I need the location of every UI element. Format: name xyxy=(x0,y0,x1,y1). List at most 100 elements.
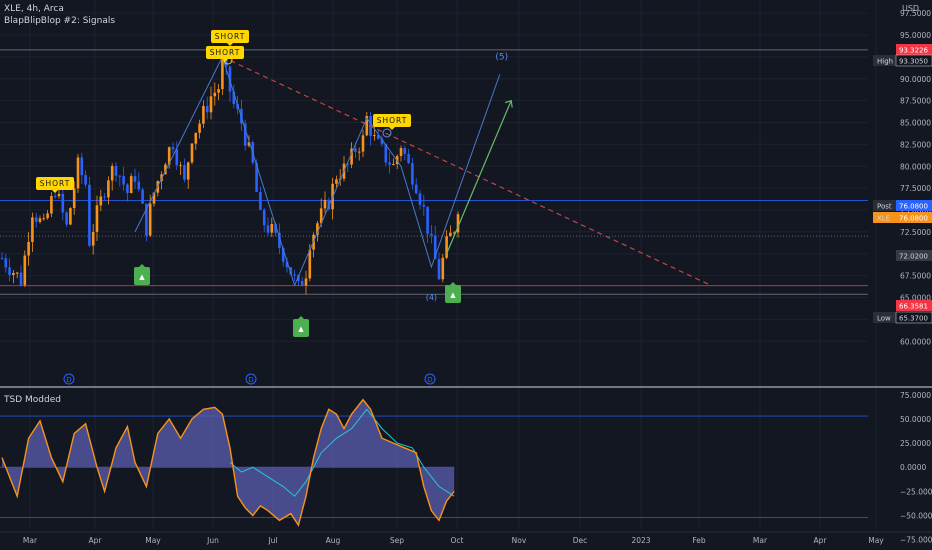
osc-y-tick-label: −50.0000 xyxy=(900,512,932,521)
candle-body xyxy=(209,96,213,113)
wave-label-5: (5) xyxy=(495,52,508,62)
candle-body xyxy=(95,205,99,232)
candle-body xyxy=(445,236,448,258)
candle-body xyxy=(281,248,285,262)
candle-body xyxy=(141,189,144,204)
candle-body xyxy=(224,55,228,67)
y-tick-label: 80.0000 xyxy=(900,162,931,171)
candle-body xyxy=(430,233,433,236)
candle-body xyxy=(422,204,426,207)
candle-body xyxy=(198,123,201,133)
axis-tag-value: 66.3581 xyxy=(899,303,928,311)
candle-body xyxy=(84,175,87,185)
candle-body xyxy=(8,267,11,275)
candle-body xyxy=(38,218,42,222)
candle-body xyxy=(399,148,403,157)
candle-body xyxy=(452,232,456,234)
candle-body xyxy=(278,232,281,249)
short-signal-pointer xyxy=(52,190,58,193)
candle-body xyxy=(0,258,4,260)
candle-body xyxy=(308,249,312,279)
candle-body xyxy=(285,261,289,268)
candle-body xyxy=(137,181,141,190)
x-tick-label: Feb xyxy=(692,536,706,545)
axis-tag-label: Low xyxy=(877,315,891,323)
candle-body xyxy=(433,235,437,259)
osc-y-tick-label: 25.0000 xyxy=(900,439,931,448)
short-signal-badge xyxy=(373,114,411,127)
candle-body xyxy=(183,165,186,180)
candle-body xyxy=(57,193,61,197)
y-tick-label: 87.5000 xyxy=(900,97,931,106)
osc-y-tick-label: 75.0000 xyxy=(900,391,931,400)
candles xyxy=(0,46,460,295)
short-signal-pointer xyxy=(389,127,395,130)
candle-body xyxy=(293,274,296,276)
candle-body xyxy=(186,162,190,180)
candle-body xyxy=(42,218,46,220)
x-tick-label: Mar xyxy=(23,536,38,545)
dividend-marker xyxy=(424,373,436,385)
candle-body xyxy=(133,176,137,182)
candle-body xyxy=(274,224,277,233)
candle-body xyxy=(194,132,198,144)
axis-tag-label: High xyxy=(877,58,893,66)
candle-body xyxy=(384,144,388,163)
axis-tag-bg xyxy=(896,200,932,211)
dividend-marker xyxy=(245,373,257,385)
candle-body xyxy=(53,195,57,197)
long-signal-icon: ▲ xyxy=(298,325,304,333)
axis-tag-label-bg xyxy=(873,200,896,211)
candle-body xyxy=(91,231,95,246)
candle-body xyxy=(145,203,148,236)
candle-body xyxy=(103,196,106,198)
candle-body xyxy=(266,225,270,233)
candle-body xyxy=(15,272,19,274)
candle-body xyxy=(323,199,327,209)
osc-y-tick-label: 50.0000 xyxy=(900,415,931,424)
peak-marker xyxy=(382,128,392,138)
short-signal-label: SHORT xyxy=(377,116,408,125)
candle-body xyxy=(373,135,376,137)
dividend-marker-label: D xyxy=(66,376,71,384)
x-tick-label: Mar xyxy=(753,536,768,545)
x-tick-label: Nov xyxy=(512,536,527,545)
candle-body xyxy=(148,203,152,236)
candle-body xyxy=(392,164,395,166)
y-tick-label: 67.5000 xyxy=(900,272,931,281)
y-tick-label: 97.5000 xyxy=(900,9,931,18)
axis-tag-value: 72.0200 xyxy=(899,253,928,261)
axis-tag-label-bg xyxy=(873,55,896,66)
candle-body xyxy=(300,281,304,286)
axis-tag-bg xyxy=(896,300,932,311)
x-tick-label: 2023 xyxy=(631,536,650,545)
candle-body xyxy=(228,66,232,92)
short-signal-badge xyxy=(206,46,244,59)
elliott-wave-line xyxy=(134,55,501,287)
grid xyxy=(0,0,932,533)
short-signal-label: SHORT xyxy=(210,48,241,57)
candle-body xyxy=(31,217,34,242)
long-signal-badge xyxy=(134,267,150,285)
candle-body xyxy=(65,212,68,225)
candle-body xyxy=(361,135,365,152)
candle-body xyxy=(243,123,247,146)
x-tick-label: Dec xyxy=(573,536,588,545)
candle-body xyxy=(88,184,91,246)
candle-body xyxy=(12,272,15,275)
candle-body xyxy=(4,258,8,268)
candle-body xyxy=(388,162,391,165)
candle-body xyxy=(316,223,319,235)
projection-arrow-head xyxy=(505,99,513,108)
oscillator-pane xyxy=(0,398,868,527)
symbol-title: XLE, 4h, Arca xyxy=(4,4,64,14)
candle-body xyxy=(34,217,38,222)
price-lines xyxy=(0,49,868,295)
candle-body xyxy=(449,232,452,237)
candle-body xyxy=(72,188,76,209)
candle-body xyxy=(357,151,361,153)
candle-body xyxy=(304,278,308,286)
candle-body xyxy=(441,257,445,280)
y-tick-label: 77.5000 xyxy=(900,184,931,193)
candle-body xyxy=(27,241,30,256)
